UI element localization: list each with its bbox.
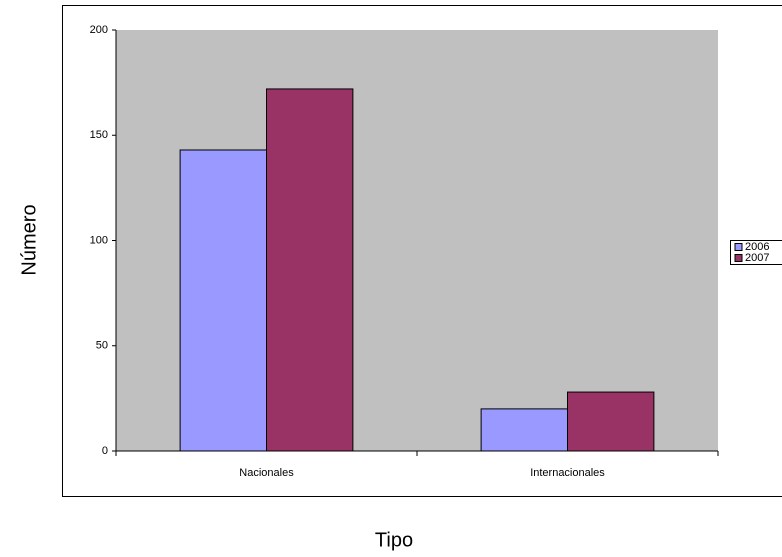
y-tick-label: 0 <box>102 445 108 457</box>
y-tick-label: 50 <box>96 340 108 352</box>
legend-label: 2007 <box>745 252 769 264</box>
y-axis-title: Número <box>18 204 40 275</box>
bar <box>480 408 569 452</box>
legend-label: 2006 <box>745 241 769 253</box>
x-tick-label: Nacionales <box>239 467 294 479</box>
x-axis-title: Tipo <box>375 529 413 551</box>
bar <box>266 88 354 452</box>
legend-swatch <box>734 243 743 251</box>
legend-swatch <box>734 254 743 262</box>
y-tick-label: 150 <box>90 129 108 141</box>
bar <box>179 149 268 452</box>
bar <box>567 391 655 452</box>
y-tick-label: 100 <box>90 234 108 246</box>
y-tick-label: 200 <box>90 24 108 36</box>
x-tick-label: Internacionales <box>530 467 605 479</box>
